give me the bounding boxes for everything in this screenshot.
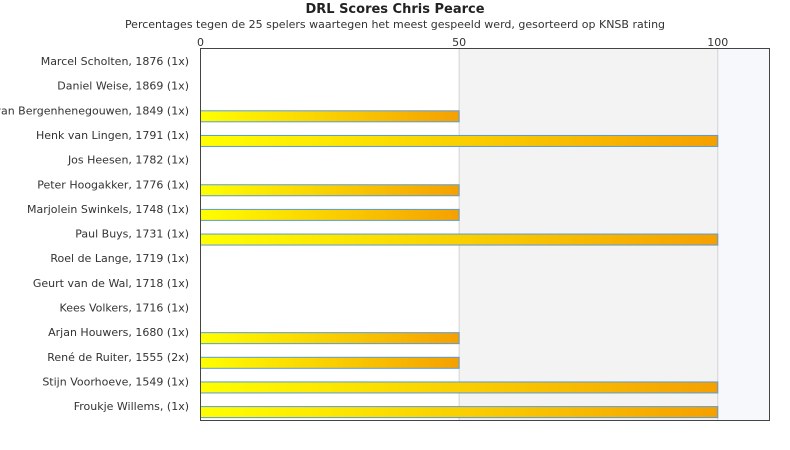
plot-frame xyxy=(200,48,770,421)
y-tick-label: Peter Hoogakker, 1776 (1x) xyxy=(37,178,189,191)
bar xyxy=(200,184,460,197)
y-tick-label: Paul Buys, 1731 (1x) xyxy=(75,228,189,241)
bar xyxy=(200,233,719,246)
bar xyxy=(200,332,460,345)
y-tick-label: Geurt van de Wal, 1718 (1x) xyxy=(33,277,189,290)
chart-subtitle: Percentages tegen de 25 spelers waartege… xyxy=(124,18,666,31)
y-tick-label: Stijn Voorhoeve, 1549 (1x) xyxy=(42,375,189,388)
x-tick-label: 100 xyxy=(707,36,728,49)
y-tick-label: Daniel Weise, 1869 (1x) xyxy=(57,80,189,93)
bar xyxy=(200,381,719,394)
chart-title: DRL Scores Chris Pearce xyxy=(305,2,485,17)
bar xyxy=(200,356,460,369)
y-tick-label: Jos Heesen, 1782 (1x) xyxy=(67,154,189,167)
y-tick-label: Arjan Houwers, 1680 (1x) xyxy=(48,326,189,339)
x-tick-label: 50 xyxy=(452,36,466,49)
y-tick-label: Kees Volkers, 1716 (1x) xyxy=(60,302,189,315)
y-tick-label: Henk van Lingen, 1791 (1x) xyxy=(36,129,189,142)
bar xyxy=(200,110,460,123)
y-tick-label: Marjolein Swinkels, 1748 (1x) xyxy=(27,203,189,216)
bar xyxy=(200,208,460,221)
y-tick-label: René de Ruiter, 1555 (2x) xyxy=(47,351,189,364)
x-tick-label: 0 xyxy=(197,36,204,49)
y-tick-label: Roel de Lange, 1719 (1x) xyxy=(50,252,189,265)
bar xyxy=(200,406,719,419)
y-tick-label: Marcel Scholten, 1876 (1x) xyxy=(41,55,189,68)
plot-band xyxy=(717,48,770,421)
y-tick-label: Froukje Willems, (1x) xyxy=(74,400,189,413)
y-tick-label: van Bergenhenegouwen, 1849 (1x) xyxy=(0,104,189,117)
bar xyxy=(200,134,719,147)
